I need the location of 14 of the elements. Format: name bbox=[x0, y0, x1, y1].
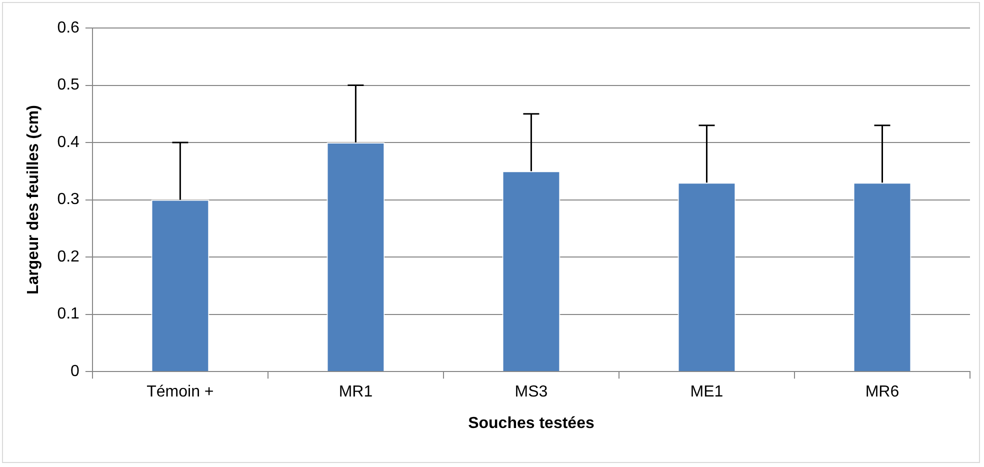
x-tick-label: MR1 bbox=[338, 384, 373, 401]
x-tick-label: Témoin + bbox=[146, 384, 214, 401]
y-tick-label: 0.1 bbox=[57, 306, 80, 323]
x-tick-label: ME1 bbox=[690, 384, 724, 401]
x-tick-label: MS3 bbox=[514, 384, 548, 401]
y-tick-label: 0.2 bbox=[57, 248, 80, 266]
y-tick-label: 0.6 bbox=[57, 19, 80, 36]
x-axis-title: Souches testées bbox=[468, 414, 594, 432]
y-tick-label: 0.4 bbox=[57, 134, 80, 151]
y-axis-title: Largeur des feuilles (cm) bbox=[25, 105, 42, 294]
y-tick-label: 0.3 bbox=[57, 191, 80, 208]
x-tick-label: MR6 bbox=[865, 384, 900, 401]
y-tick-label: 0 bbox=[70, 363, 80, 380]
y-tick-label: 0.5 bbox=[57, 76, 80, 94]
